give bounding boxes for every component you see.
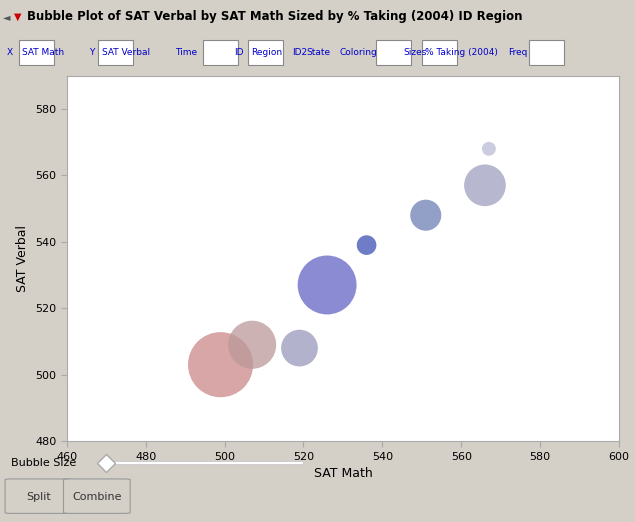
Text: SAT Verbal: SAT Verbal xyxy=(102,48,150,57)
Text: % Taking (2004): % Taking (2004) xyxy=(425,48,498,57)
Point xyxy=(215,361,225,369)
Bar xyxy=(529,40,564,65)
Text: ▼: ▼ xyxy=(14,12,22,22)
Bar xyxy=(422,40,457,65)
Text: Split: Split xyxy=(26,492,51,502)
Point xyxy=(247,340,257,349)
Text: ID2: ID2 xyxy=(292,48,307,57)
FancyBboxPatch shape xyxy=(5,479,72,514)
Point xyxy=(295,344,305,352)
Text: ◄: ◄ xyxy=(3,12,11,22)
FancyBboxPatch shape xyxy=(64,479,130,514)
Text: Combine: Combine xyxy=(72,492,121,502)
Point xyxy=(361,241,371,250)
Point xyxy=(480,181,490,189)
Bar xyxy=(98,40,133,65)
Point xyxy=(484,145,494,153)
Point xyxy=(322,281,332,289)
Text: Bubble Size: Bubble Size xyxy=(11,458,77,468)
Text: Bubble Plot of SAT Verbal by SAT Math Sized by % Taking (2004) ID Region: Bubble Plot of SAT Verbal by SAT Math Si… xyxy=(27,10,522,23)
Bar xyxy=(203,40,238,65)
Bar xyxy=(376,40,411,65)
Text: State: State xyxy=(307,48,331,57)
Y-axis label: SAT Verbal: SAT Verbal xyxy=(17,225,29,292)
Bar xyxy=(248,40,283,65)
Text: SAT Math: SAT Math xyxy=(22,48,64,57)
Text: Time: Time xyxy=(175,48,197,57)
Text: Freq: Freq xyxy=(508,48,528,57)
Point xyxy=(420,211,431,219)
X-axis label: SAT Math: SAT Math xyxy=(314,467,372,480)
Text: Sizes: Sizes xyxy=(403,48,427,57)
Text: ID: ID xyxy=(234,48,243,57)
Text: Coloring: Coloring xyxy=(340,48,377,57)
Bar xyxy=(19,40,54,65)
Text: X: X xyxy=(6,48,13,57)
Text: Region: Region xyxy=(251,48,282,57)
Text: Y: Y xyxy=(89,48,94,57)
